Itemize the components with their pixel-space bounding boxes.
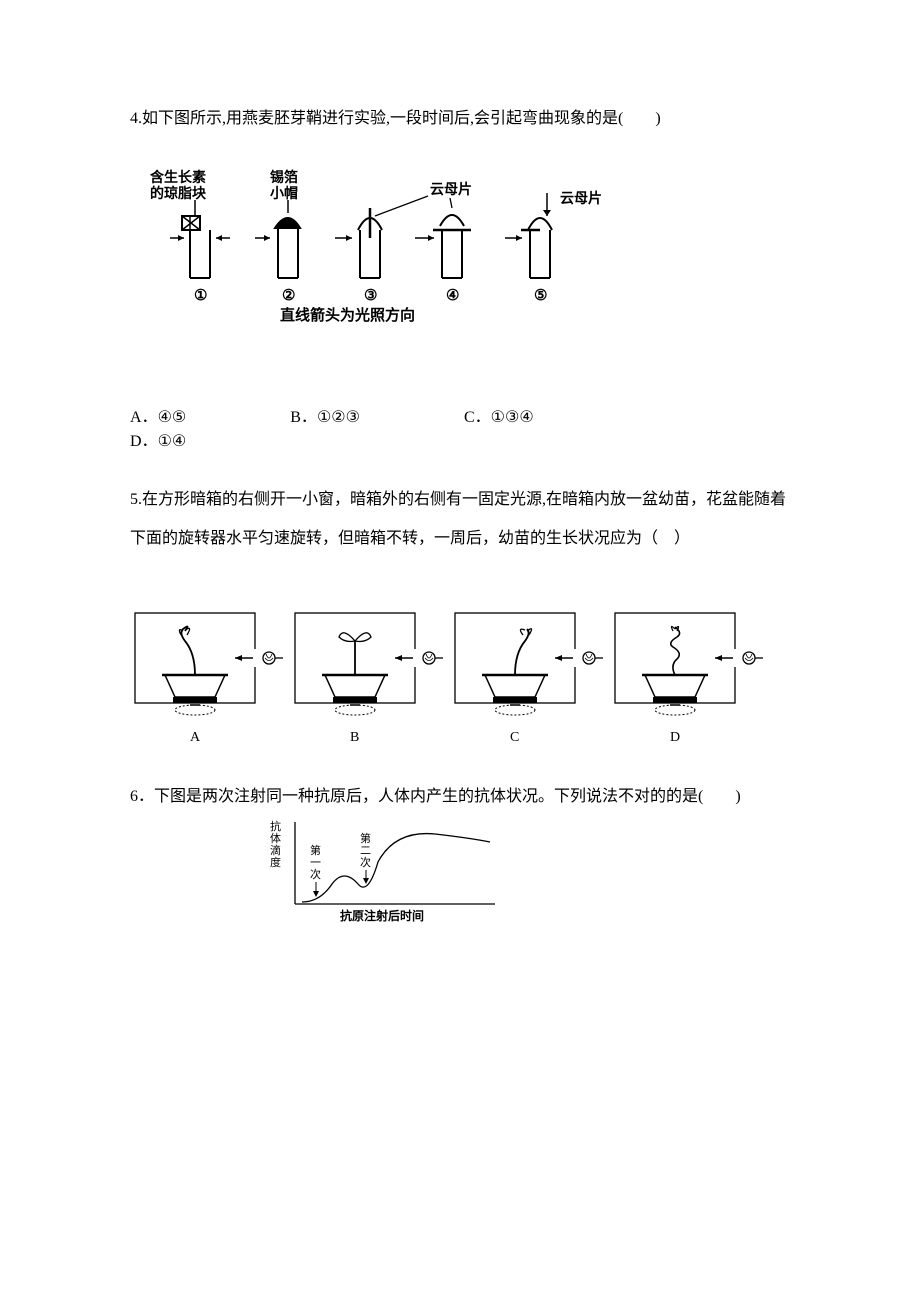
svg-text:云母片: 云母片 <box>430 181 472 198</box>
q5-stem: 5.在方形暗箱的右侧开一小窗，暗箱外的右侧有一固定光源,在暗箱内放一盆幼苗，花盆… <box>130 481 790 558</box>
q4-option-c: C．①③④ <box>464 403 584 427</box>
svg-text:二: 二 <box>360 845 371 857</box>
svg-text:体: 体 <box>270 831 281 845</box>
svg-text:抗: 抗 <box>270 819 281 833</box>
svg-text:抗原注射后时间: 抗原注射后时间 <box>340 908 424 923</box>
q4-option-d: D．①④ <box>130 427 236 451</box>
svg-text:第: 第 <box>310 843 321 857</box>
svg-text:C: C <box>510 730 519 745</box>
svg-text:B: B <box>350 730 359 745</box>
svg-text:次: 次 <box>310 867 321 881</box>
svg-text:③: ③ <box>364 288 377 304</box>
svg-text:锡箔: 锡箔 <box>270 169 298 186</box>
svg-text:一: 一 <box>310 857 321 869</box>
svg-text:A: A <box>190 730 201 745</box>
svg-text:直线箭头为光照方向: 直线箭头为光照方向 <box>280 306 415 324</box>
q5-diagram: A B C <box>130 578 790 778</box>
q4-diagram: 含生长素 的琼脂块 锡箔 小帽 云母片 云母片 <box>140 168 790 333</box>
svg-text:④: ④ <box>446 288 459 304</box>
svg-text:②: ② <box>282 288 295 304</box>
q4-stem: 4.如下图所示,用燕麦胚芽鞘进行实验,一段时间后,会引起弯曲现象的是( ) <box>130 100 790 138</box>
svg-text:D: D <box>670 730 680 745</box>
q6-diagram: 抗 体 滴 度 第 一 次 第 二 次 抗原注射后时间 <box>250 817 520 937</box>
q4-option-a: A．④⑤ <box>130 403 236 427</box>
svg-text:云母片: 云母片 <box>560 190 602 207</box>
q4-option-b: B．①②③ <box>290 403 410 427</box>
svg-text:⑤: ⑤ <box>534 288 547 304</box>
svg-text:第: 第 <box>360 831 371 845</box>
svg-text:的琼脂块: 的琼脂块 <box>150 185 207 202</box>
q4-options: A．④⑤ B．①②③ C．①③④ D．①④ <box>130 403 790 451</box>
svg-text:①: ① <box>194 288 207 304</box>
svg-text:度: 度 <box>270 855 281 869</box>
svg-text:次: 次 <box>360 855 371 869</box>
svg-text:滴: 滴 <box>270 843 281 857</box>
svg-text:小帽: 小帽 <box>270 185 298 202</box>
svg-text:含生长素: 含生长素 <box>150 169 206 186</box>
